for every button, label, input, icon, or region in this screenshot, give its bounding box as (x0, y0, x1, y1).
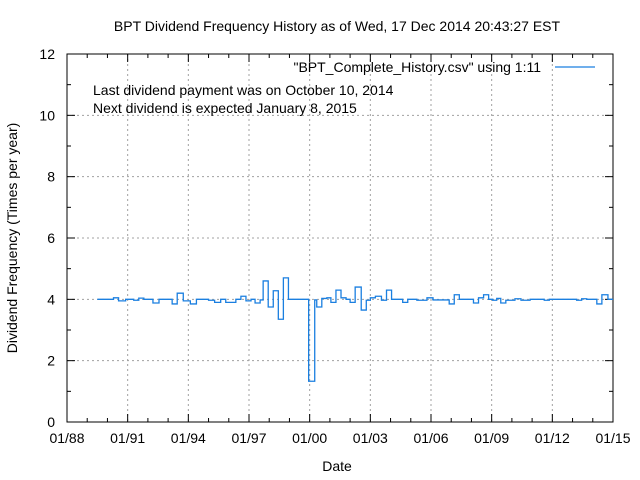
y-tick-labels: 0 2 4 6 8 10 12 (39, 46, 55, 430)
x-tick-label: 01/09 (474, 430, 509, 446)
y-tick-label: 0 (47, 414, 55, 430)
y-tick-label: 8 (47, 169, 55, 185)
legend-label: "BPT_Complete_History.csv" using 1:11 (293, 59, 541, 75)
annotation-last-dividend: Last dividend payment was on October 10,… (93, 82, 394, 98)
x-tick-label: 01/00 (292, 430, 327, 446)
x-tick-label: 01/06 (413, 430, 448, 446)
x-tick-label: 01/97 (231, 430, 266, 446)
y-tick-label: 12 (39, 46, 55, 62)
y-tick-label: 6 (47, 230, 55, 246)
x-tick-labels: 01/88 01/91 01/94 01/97 01/00 01/03 01/06 01/09… (49, 430, 630, 446)
x-tick-label: 01/03 (353, 430, 388, 446)
y-tick-label: 4 (47, 291, 55, 307)
y-axis-label: Dividend Frequency (Times per year) (4, 123, 20, 354)
plot-border (66, 53, 614, 423)
x-tick-label: 01/15 (595, 430, 630, 446)
series-line (97, 277, 613, 382)
x-tick-label: 01/94 (171, 430, 206, 446)
x-tick-label: 01/88 (49, 430, 84, 446)
x-tick-label: 01/91 (110, 430, 145, 446)
grid-lines (67, 54, 613, 422)
y-tick-label: 10 (39, 107, 55, 123)
chart-title: BPT Dividend Frequency History as of Wed… (114, 18, 561, 34)
annotation-next-dividend: Next dividend is expected January 8, 201… (93, 100, 357, 116)
y-tick-label: 2 (47, 353, 55, 369)
x-axis-label: Date (322, 458, 352, 474)
x-tick-label: 01/12 (535, 430, 570, 446)
